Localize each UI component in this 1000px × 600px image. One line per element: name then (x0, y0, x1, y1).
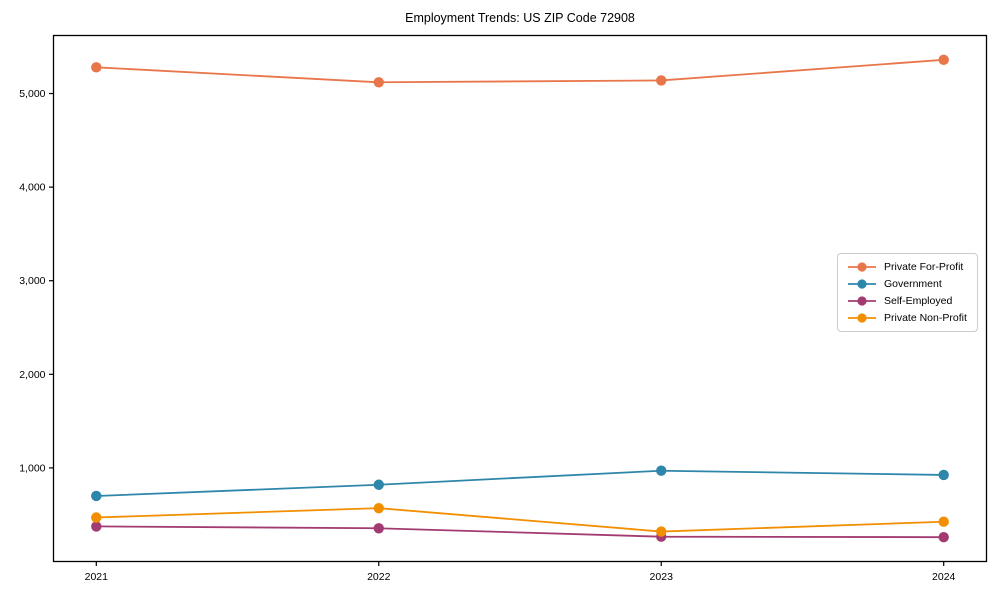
legend-line-sample (848, 279, 876, 289)
x-tick-label: 2023 (650, 571, 674, 583)
x-tick-label: 2022 (367, 571, 391, 583)
y-tick-label: 4,000 (19, 182, 45, 194)
legend-line-sample (848, 296, 876, 306)
series-line-government (96, 469, 944, 497)
data-point-private-non-profit-2022 (373, 502, 384, 514)
legend: Private For-Profit Government Self-Employe… (837, 253, 978, 332)
data-point-self-employed-2024 (938, 531, 949, 543)
data-point-self-employed-2021 (91, 521, 102, 532)
legend-entry-government: Government (847, 278, 967, 290)
legend-label: Private For-Profit (884, 261, 964, 273)
y-tick-label: 2,000 (19, 369, 45, 381)
legend-entry-private-non-profit: Private Non-Profit (847, 312, 967, 324)
axes-frame (52, 34, 988, 563)
data-point-private-non-profit-2023 (656, 526, 667, 537)
data-point-private-non-profit-2021 (91, 512, 102, 523)
series-line-private-for-profit (96, 58, 944, 84)
y-tick-label: 3,000 (19, 275, 45, 287)
legend-label: Self-Employed (884, 295, 953, 307)
legend-line-sample (848, 262, 876, 272)
data-point-government-2021 (91, 490, 102, 502)
data-point-private-non-profit-2024 (938, 516, 949, 527)
series-line-self-employed (96, 525, 944, 539)
x-tick-label: 2024 (932, 571, 956, 583)
data-point-private-for-profit-2024 (938, 54, 949, 66)
legend-label: Government (884, 278, 942, 290)
data-point-private-for-profit-2023 (656, 75, 667, 86)
data-point-government-2024 (938, 469, 949, 481)
legend-label: Private Non-Profit (884, 312, 967, 324)
series-line-private-non-profit (96, 507, 944, 533)
data-point-self-employed-2022 (373, 523, 384, 534)
legend-entry-self-employed: Self-Employed (847, 295, 967, 307)
data-point-government-2022 (373, 479, 384, 490)
chart-title: Employment Trends: US ZIP Code 72908 (405, 11, 635, 25)
legend-entry-private-for-profit: Private For-Profit (847, 261, 967, 273)
x-tick-label: 2021 (85, 571, 109, 583)
legend-line-sample (848, 313, 876, 323)
data-point-government-2023 (656, 465, 667, 476)
data-point-private-for-profit-2021 (91, 62, 102, 73)
data-point-private-for-profit-2022 (373, 77, 384, 88)
y-tick-label: 1,000 (19, 462, 45, 474)
y-tick-label: 5,000 (19, 88, 45, 100)
